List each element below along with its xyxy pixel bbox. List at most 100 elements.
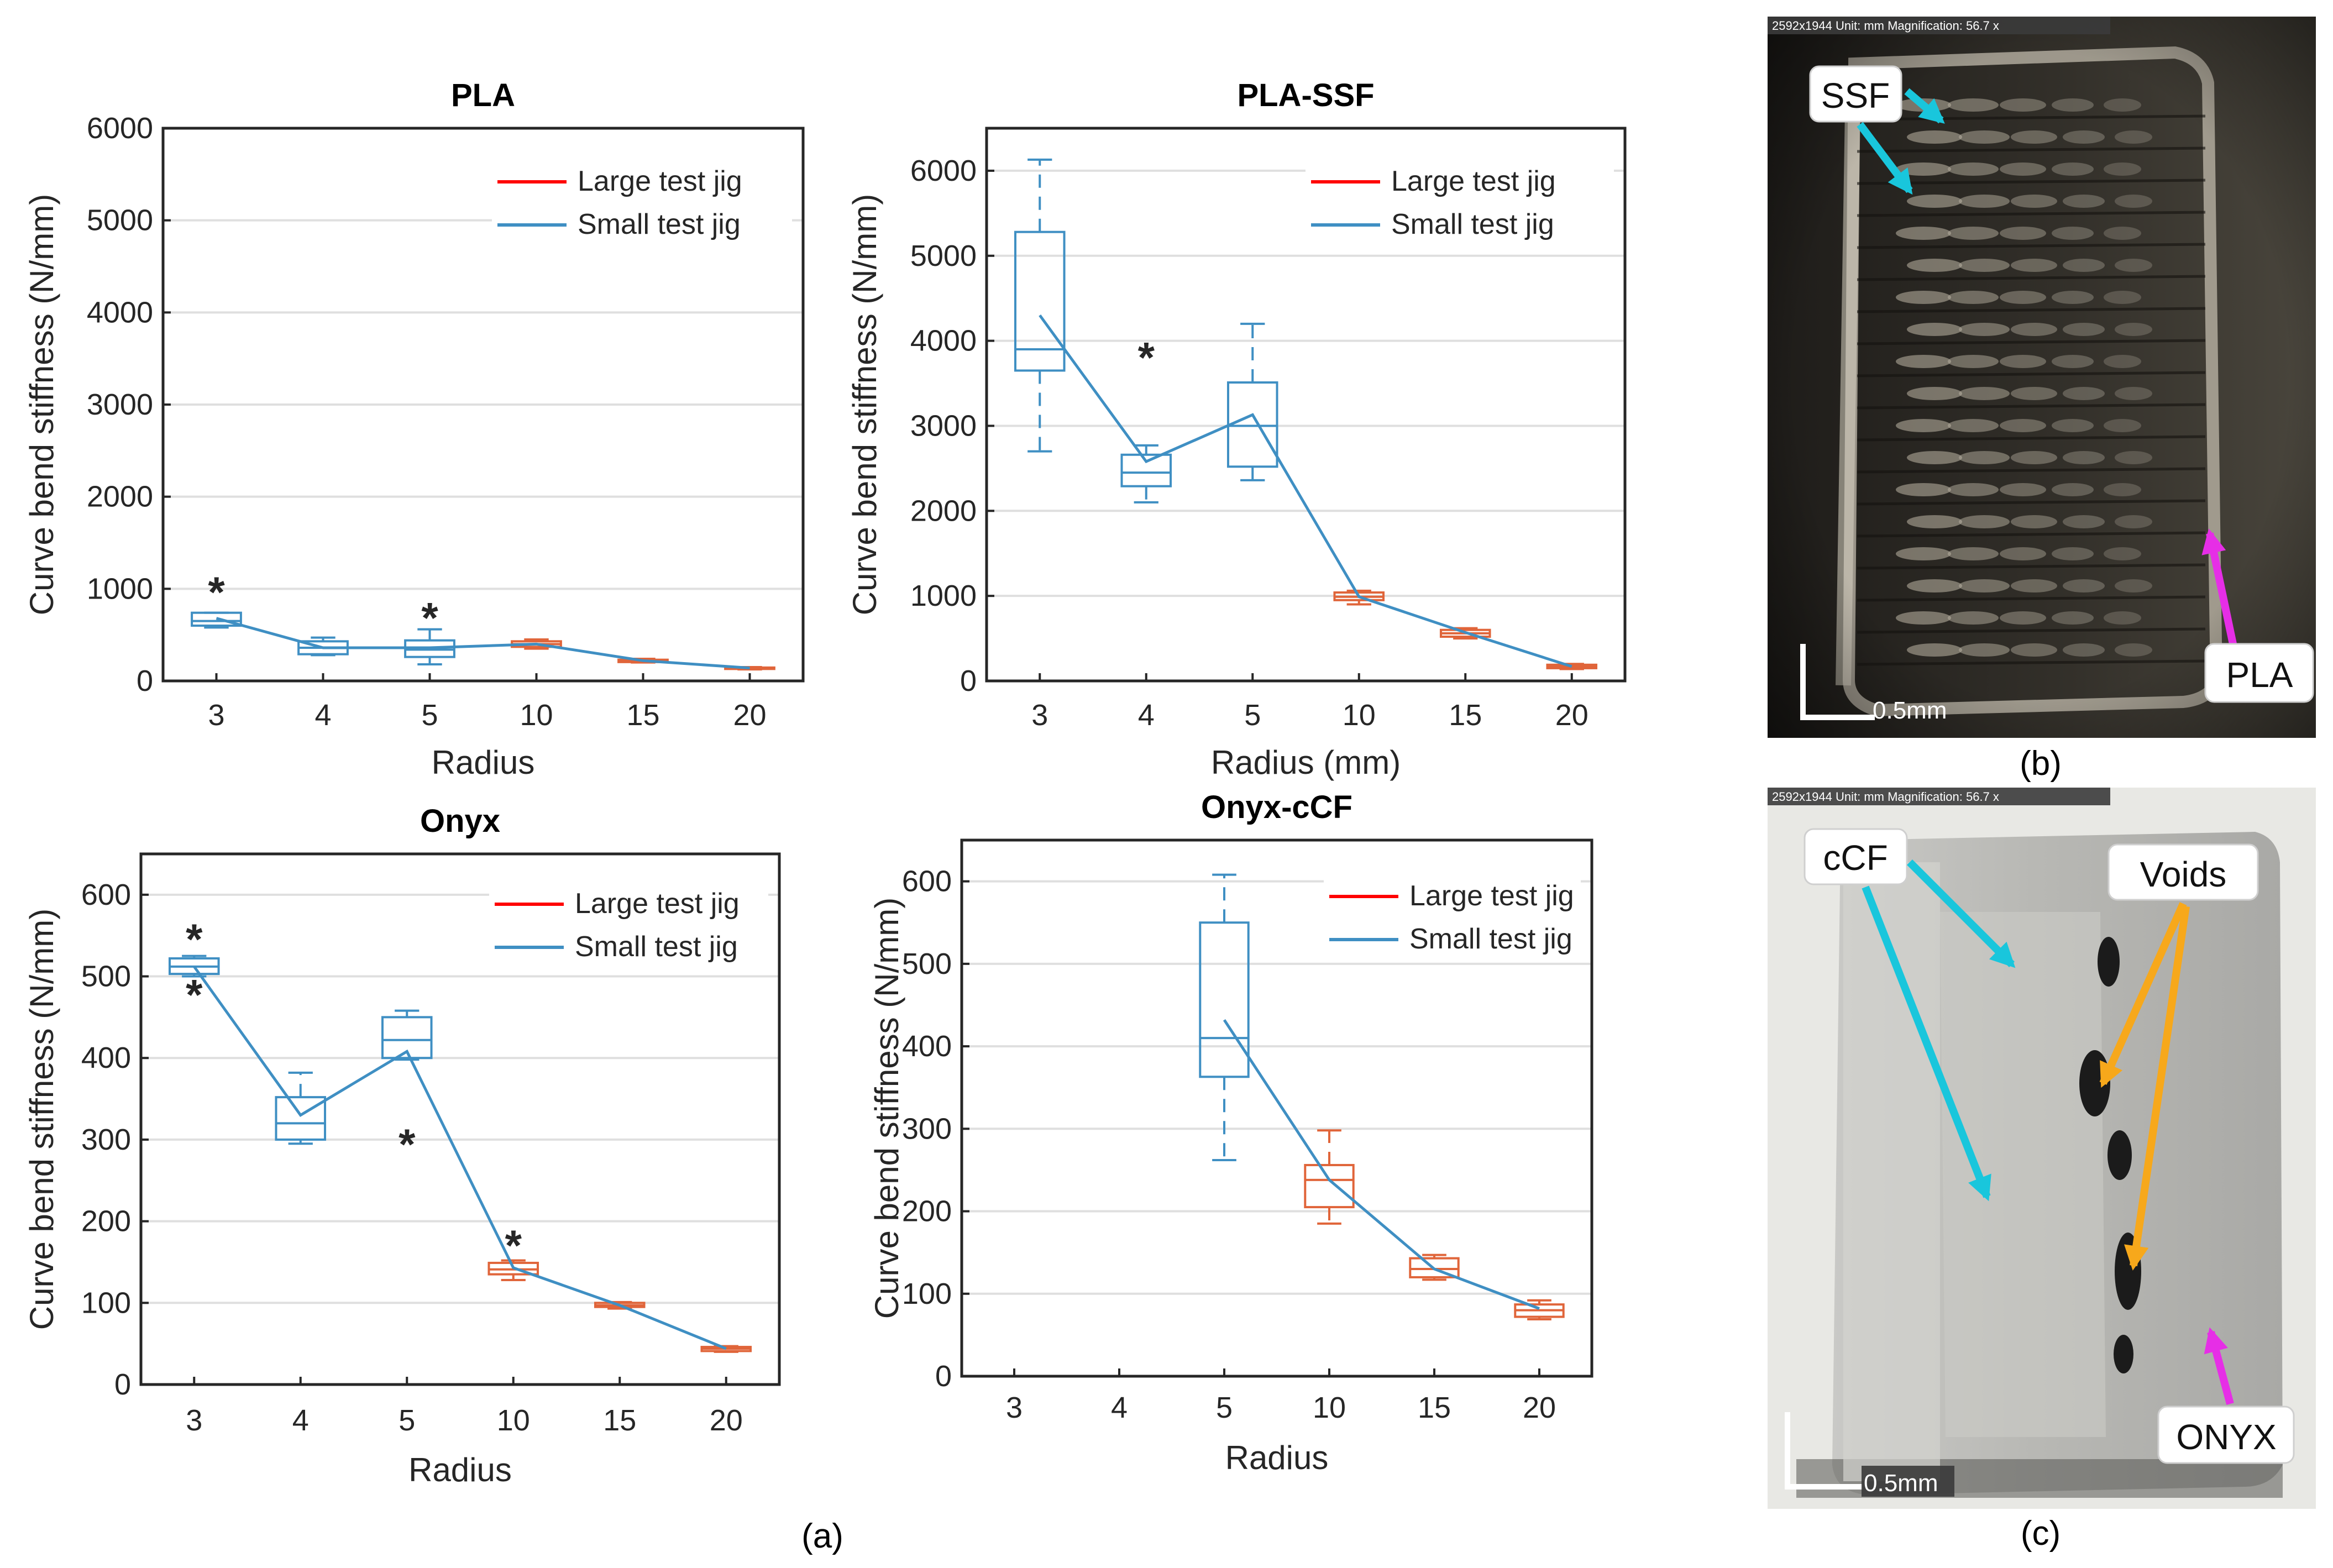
ssf-band [2052,611,2094,625]
ssf-band [2000,355,2046,368]
ssf-band [2000,227,2046,240]
layer-line [1857,371,2206,377]
chart-title: PLA-SSF [1237,77,1374,113]
ssf-band [2104,98,2141,112]
x-tick-label: 3 [208,699,224,732]
caption-a: (a) [801,1517,843,1555]
x-tick-label: 20 [710,1404,743,1437]
box [381,1016,433,1060]
micrograph-c-scale-bar [1785,1412,1863,1490]
ssf-band [2115,323,2152,336]
ssf-band [1896,483,1951,496]
y-tick-label: 2000 [87,480,153,513]
ssf-band [1948,162,1999,176]
box-3 [1014,158,1066,453]
x-tick-label: 20 [733,699,766,732]
ssf-band [2104,355,2141,368]
label-onyx-box [2157,1406,2295,1464]
mean-line [216,617,750,670]
ssf-band [1896,611,1951,625]
chart-title: Onyx [420,803,500,839]
x-tick-label: 10 [1343,699,1376,732]
voids-arrow-2 [2124,905,2190,1271]
mean-line [1039,314,1572,668]
ssf-fiber-bands [1857,98,2206,666]
y-tick-label: 300 [902,1112,952,1145]
label-voids-box [2107,843,2259,901]
legend-label: Small test jig [575,931,738,963]
y-tick-label: 400 [902,1030,952,1063]
ssf-band [1907,515,1962,528]
outlier: * [505,1221,522,1270]
y-tick-label: 6000 [87,112,153,145]
micrograph-c-scale-label: 0.5mm [1864,1470,1938,1497]
outlier: * [1138,333,1155,381]
ssf-band [2063,323,2105,336]
void [2114,1335,2133,1373]
layer-line [1857,467,2206,474]
onyx-arrow [2204,1327,2234,1405]
ssf-band [2011,259,2057,272]
layer-line [1857,595,2206,602]
ssf-band [2000,483,2046,496]
ssf-band [1907,643,1962,657]
ssf-band [1907,451,1962,464]
label-onyx: ONYX [2176,1417,2276,1457]
y-tick-label: 400 [81,1041,131,1074]
y-tick-label: 3000 [87,388,153,421]
ssf-arrow-2 [1857,122,1913,195]
micrograph-b-scale-bar [1800,644,1875,720]
mean-line [1223,1019,1540,1310]
legend: Large test jig Small test jig [1324,872,1581,955]
y-tick-label: 100 [81,1286,131,1319]
x-tick-label: 5 [1244,699,1261,732]
ssf-band [2011,130,2057,144]
ssf-band [2063,643,2105,657]
x-tick-label: 4 [1138,699,1155,732]
layer-line [1857,275,2206,281]
label-ssf-box [1809,65,1902,123]
box-5 [1199,873,1250,1162]
y-tick-label: 600 [81,878,131,911]
ssf-band [1896,162,1951,176]
legend-label: Small test jig [1391,208,1554,240]
ssf-band [2115,515,2152,528]
x-axis-label: Radius [432,744,535,781]
ssf-band [2011,515,2057,528]
ssf-band [2000,162,2046,176]
ssf-band [2011,195,2057,208]
ssf-band [1959,643,2010,657]
ssf-band [1907,130,1962,144]
ssf-band [2104,227,2141,240]
x-tick-label: 3 [186,1404,202,1437]
ssf-band [1948,483,1999,496]
legend: Large test jig Small test jig [489,880,768,963]
y-tick-label: 500 [81,960,131,993]
outlier: * [186,915,203,963]
box-20 [1514,1299,1565,1321]
ssf-band [1959,259,2010,272]
box [1304,1163,1355,1209]
ssf-band [1959,195,2010,208]
ssf-band [1948,611,1999,625]
y-tick-label: 2000 [910,494,977,527]
x-tick-label: 15 [1418,1391,1451,1424]
y-tick-label: 6000 [910,154,977,187]
ssf-band [1948,355,1999,368]
label-voids: Voids [2140,854,2227,894]
legend-label: Small test jig [1409,923,1572,955]
ssf-band [2115,130,2152,144]
ssf-band [1959,130,2010,144]
ssf-band [2011,451,2057,464]
box-3: ** [168,915,220,1019]
micrograph-b: 2592x1944 Unit: mm Magnification: 56.7 x… [1768,17,2316,738]
layer-line [1857,531,2206,538]
x-tick-label: 3 [1031,699,1048,732]
ssf-band [2104,611,2141,625]
void [2098,937,2120,987]
ssf-band [2000,98,2046,112]
micrograph-c-header: 2592x1944 Unit: mm Magnification: 56.7 x [1772,790,1999,804]
layer-line [1857,339,2206,345]
x-tick-label: 4 [1111,1391,1128,1424]
outlier: * [399,1120,416,1168]
